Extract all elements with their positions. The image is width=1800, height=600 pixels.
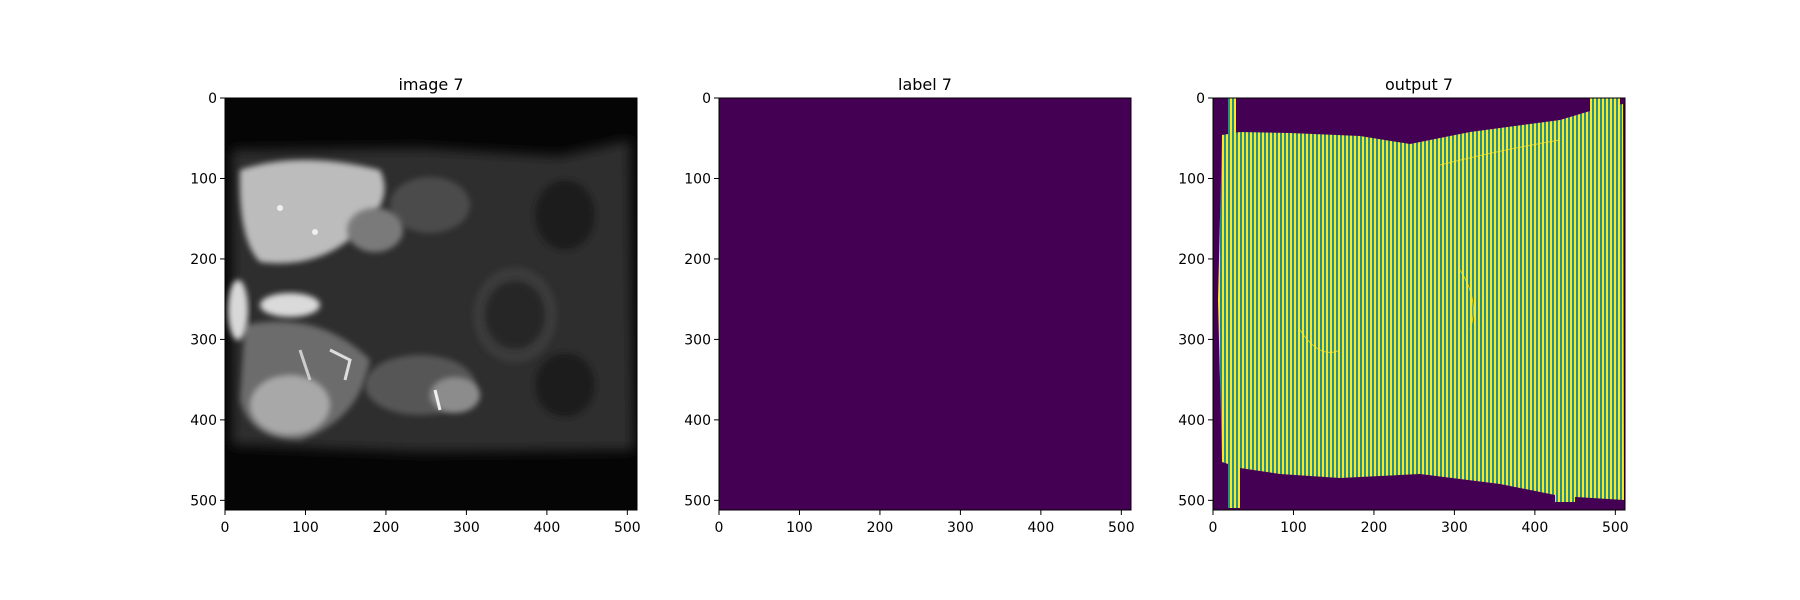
output-x-tick-label: 100: [1280, 520, 1307, 536]
panel-image-title: image 7: [398, 75, 463, 94]
image-x-tick-label: 400: [534, 520, 561, 536]
label-x-tick-label: 500: [1108, 520, 1135, 536]
label-y-tick-label: 400: [684, 413, 711, 429]
output-y-tick-label: 0: [1196, 91, 1205, 107]
image-x-tick-label: 0: [221, 520, 230, 536]
label-x-tick-label: 0: [715, 520, 724, 536]
panel-image-frame: [224, 97, 638, 511]
image-x-tick-label: 500: [614, 520, 641, 536]
label-x-tick-label: 200: [867, 520, 894, 536]
output-y-tick-label: 300: [1178, 332, 1205, 348]
label-x-tick-label: 100: [786, 520, 813, 536]
output-x-tick-label: 0: [1209, 520, 1218, 536]
image-x-tick-label: 300: [453, 520, 480, 536]
panel-image: image 7: [190, 75, 640, 536]
image-y-tick-label: 100: [190, 171, 217, 187]
label-heatmap: [719, 98, 1131, 510]
label-x-tick-label: 300: [947, 520, 974, 536]
label-y-tick-label: 200: [684, 252, 711, 268]
output-x-tick-label: 400: [1522, 520, 1549, 536]
output-y-tick-label: 500: [1178, 493, 1205, 509]
image-y-tick-label: 300: [190, 332, 217, 348]
label-y-tick-label: 0: [702, 91, 711, 107]
label-y-tick-label: 300: [684, 332, 711, 348]
panel-output: output 7 0 100 200 300 400 500010020030040050…: [1178, 75, 1628, 536]
panel-output-title: output 7: [1385, 75, 1453, 94]
output-y-tick-label: 200: [1178, 252, 1205, 268]
output-x-tick-label: 500: [1602, 520, 1629, 536]
panel-output-frame: [1212, 97, 1626, 511]
image-x-tick-label: 100: [292, 520, 319, 536]
output-heatmap: [1213, 98, 1625, 510]
image-y-tick-label: 200: [190, 252, 217, 268]
mri-image: [225, 98, 637, 510]
output-x-tick-label: 200: [1361, 520, 1388, 536]
label-x-tick-label: 400: [1028, 520, 1055, 536]
image-y-tick-label: 500: [190, 493, 217, 509]
image-x-tick-label: 200: [373, 520, 400, 536]
label-y-tick-label: 500: [684, 493, 711, 509]
output-y-tick-label: 100: [1178, 171, 1205, 187]
image-y-tick-label: 400: [190, 413, 217, 429]
panel-label-frame: [718, 97, 1132, 511]
image-y-tick-label: 0: [208, 91, 217, 107]
output-y-tick-label: 400: [1178, 413, 1205, 429]
output-x-tick-label: 300: [1441, 520, 1468, 536]
panel-label-title: label 7: [898, 75, 952, 94]
label-y-tick-label: 100: [684, 171, 711, 187]
